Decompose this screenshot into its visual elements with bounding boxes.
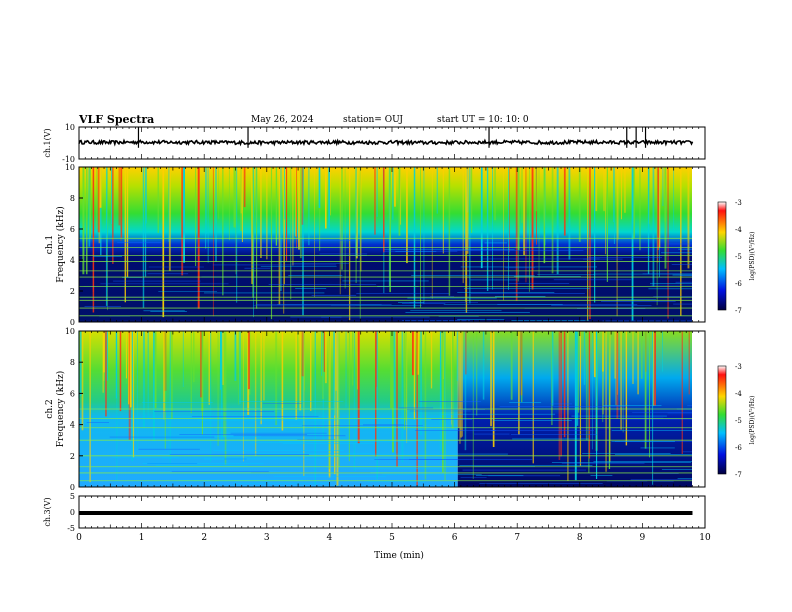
y-tick-label: 8 (70, 358, 75, 367)
x-tick-label: 2 (201, 533, 207, 543)
x-tick-label: 9 (640, 533, 646, 543)
y-tick-label: 6 (70, 225, 75, 234)
colorbar-tick-label: -4 (735, 226, 742, 234)
y-tick-label: -5 (67, 524, 75, 533)
x-tick-label: 1 (139, 533, 145, 543)
spectrogram-background (79, 167, 692, 322)
no-data-area (692, 331, 705, 487)
channel-label: ch.2 (45, 399, 55, 418)
y-tick-label: 10 (65, 327, 75, 336)
y-tick-label: 0 (70, 483, 75, 492)
chart-title: VLF Spectra (79, 113, 155, 126)
colorbar-tick-label: -5 (735, 417, 742, 425)
y-tick-label: 0 (70, 318, 75, 327)
colorbar-tick-label: -6 (735, 280, 742, 288)
colorbar-tick-label: -3 (735, 363, 742, 371)
ch1-trace (78, 138, 694, 147)
y-tick-label: 10 (65, 163, 75, 172)
colorbar-label: log(PSD)(V²/Hz) (749, 232, 756, 281)
y-axis-label: Frequency (kHz) (55, 371, 66, 448)
channel-label: ch.1 (45, 235, 55, 254)
no-data-area (692, 167, 705, 322)
y-tick-label: 10 (65, 123, 75, 132)
colorbar-tick-label: -7 (735, 471, 742, 479)
y-tick-label: 4 (70, 256, 75, 265)
x-tick-label: 4 (327, 533, 333, 543)
x-axis-label: Time (min) (374, 550, 424, 561)
colorbar (717, 201, 727, 311)
date-label: May 26, 2024 (251, 115, 314, 125)
colorbar-tick-label: -3 (735, 199, 742, 207)
y-axis-label: Frequency (kHz) (55, 206, 66, 283)
colorbar-tick-label: -5 (735, 253, 742, 261)
x-tick-label: 3 (264, 533, 270, 543)
station-label: station= OUJ (343, 115, 404, 125)
colorbar-label: log(PSD)(V²/Hz) (749, 396, 756, 445)
x-tick-label: 5 (389, 533, 395, 543)
y-tick-label: -10 (62, 155, 75, 164)
y-tick-label: 2 (70, 452, 75, 461)
y-tick-label: 2 (70, 287, 75, 296)
y-tick-label: 5 (70, 492, 75, 501)
y-tick-label: 6 (70, 389, 75, 398)
y-axis-label: ch.3(V) (43, 497, 52, 526)
colorbar-tick-label: -7 (735, 307, 742, 315)
colorbar-tick-label: -4 (735, 390, 742, 398)
x-tick-label: 10 (699, 533, 711, 543)
colorbar (717, 365, 727, 475)
start-time-label: start UT = 10: 10: 0 (437, 115, 529, 125)
y-tick-label: 0 (70, 508, 75, 517)
y-axis-label: ch.1(V) (43, 128, 52, 157)
x-tick-label: 8 (577, 533, 583, 543)
x-tick-label: 7 (514, 533, 520, 543)
colorbar-tick-label: -6 (735, 444, 742, 452)
x-tick-label: 6 (452, 533, 458, 543)
y-tick-label: 4 (70, 421, 75, 430)
x-tick-label: 0 (76, 533, 82, 543)
y-tick-label: 8 (70, 194, 75, 203)
